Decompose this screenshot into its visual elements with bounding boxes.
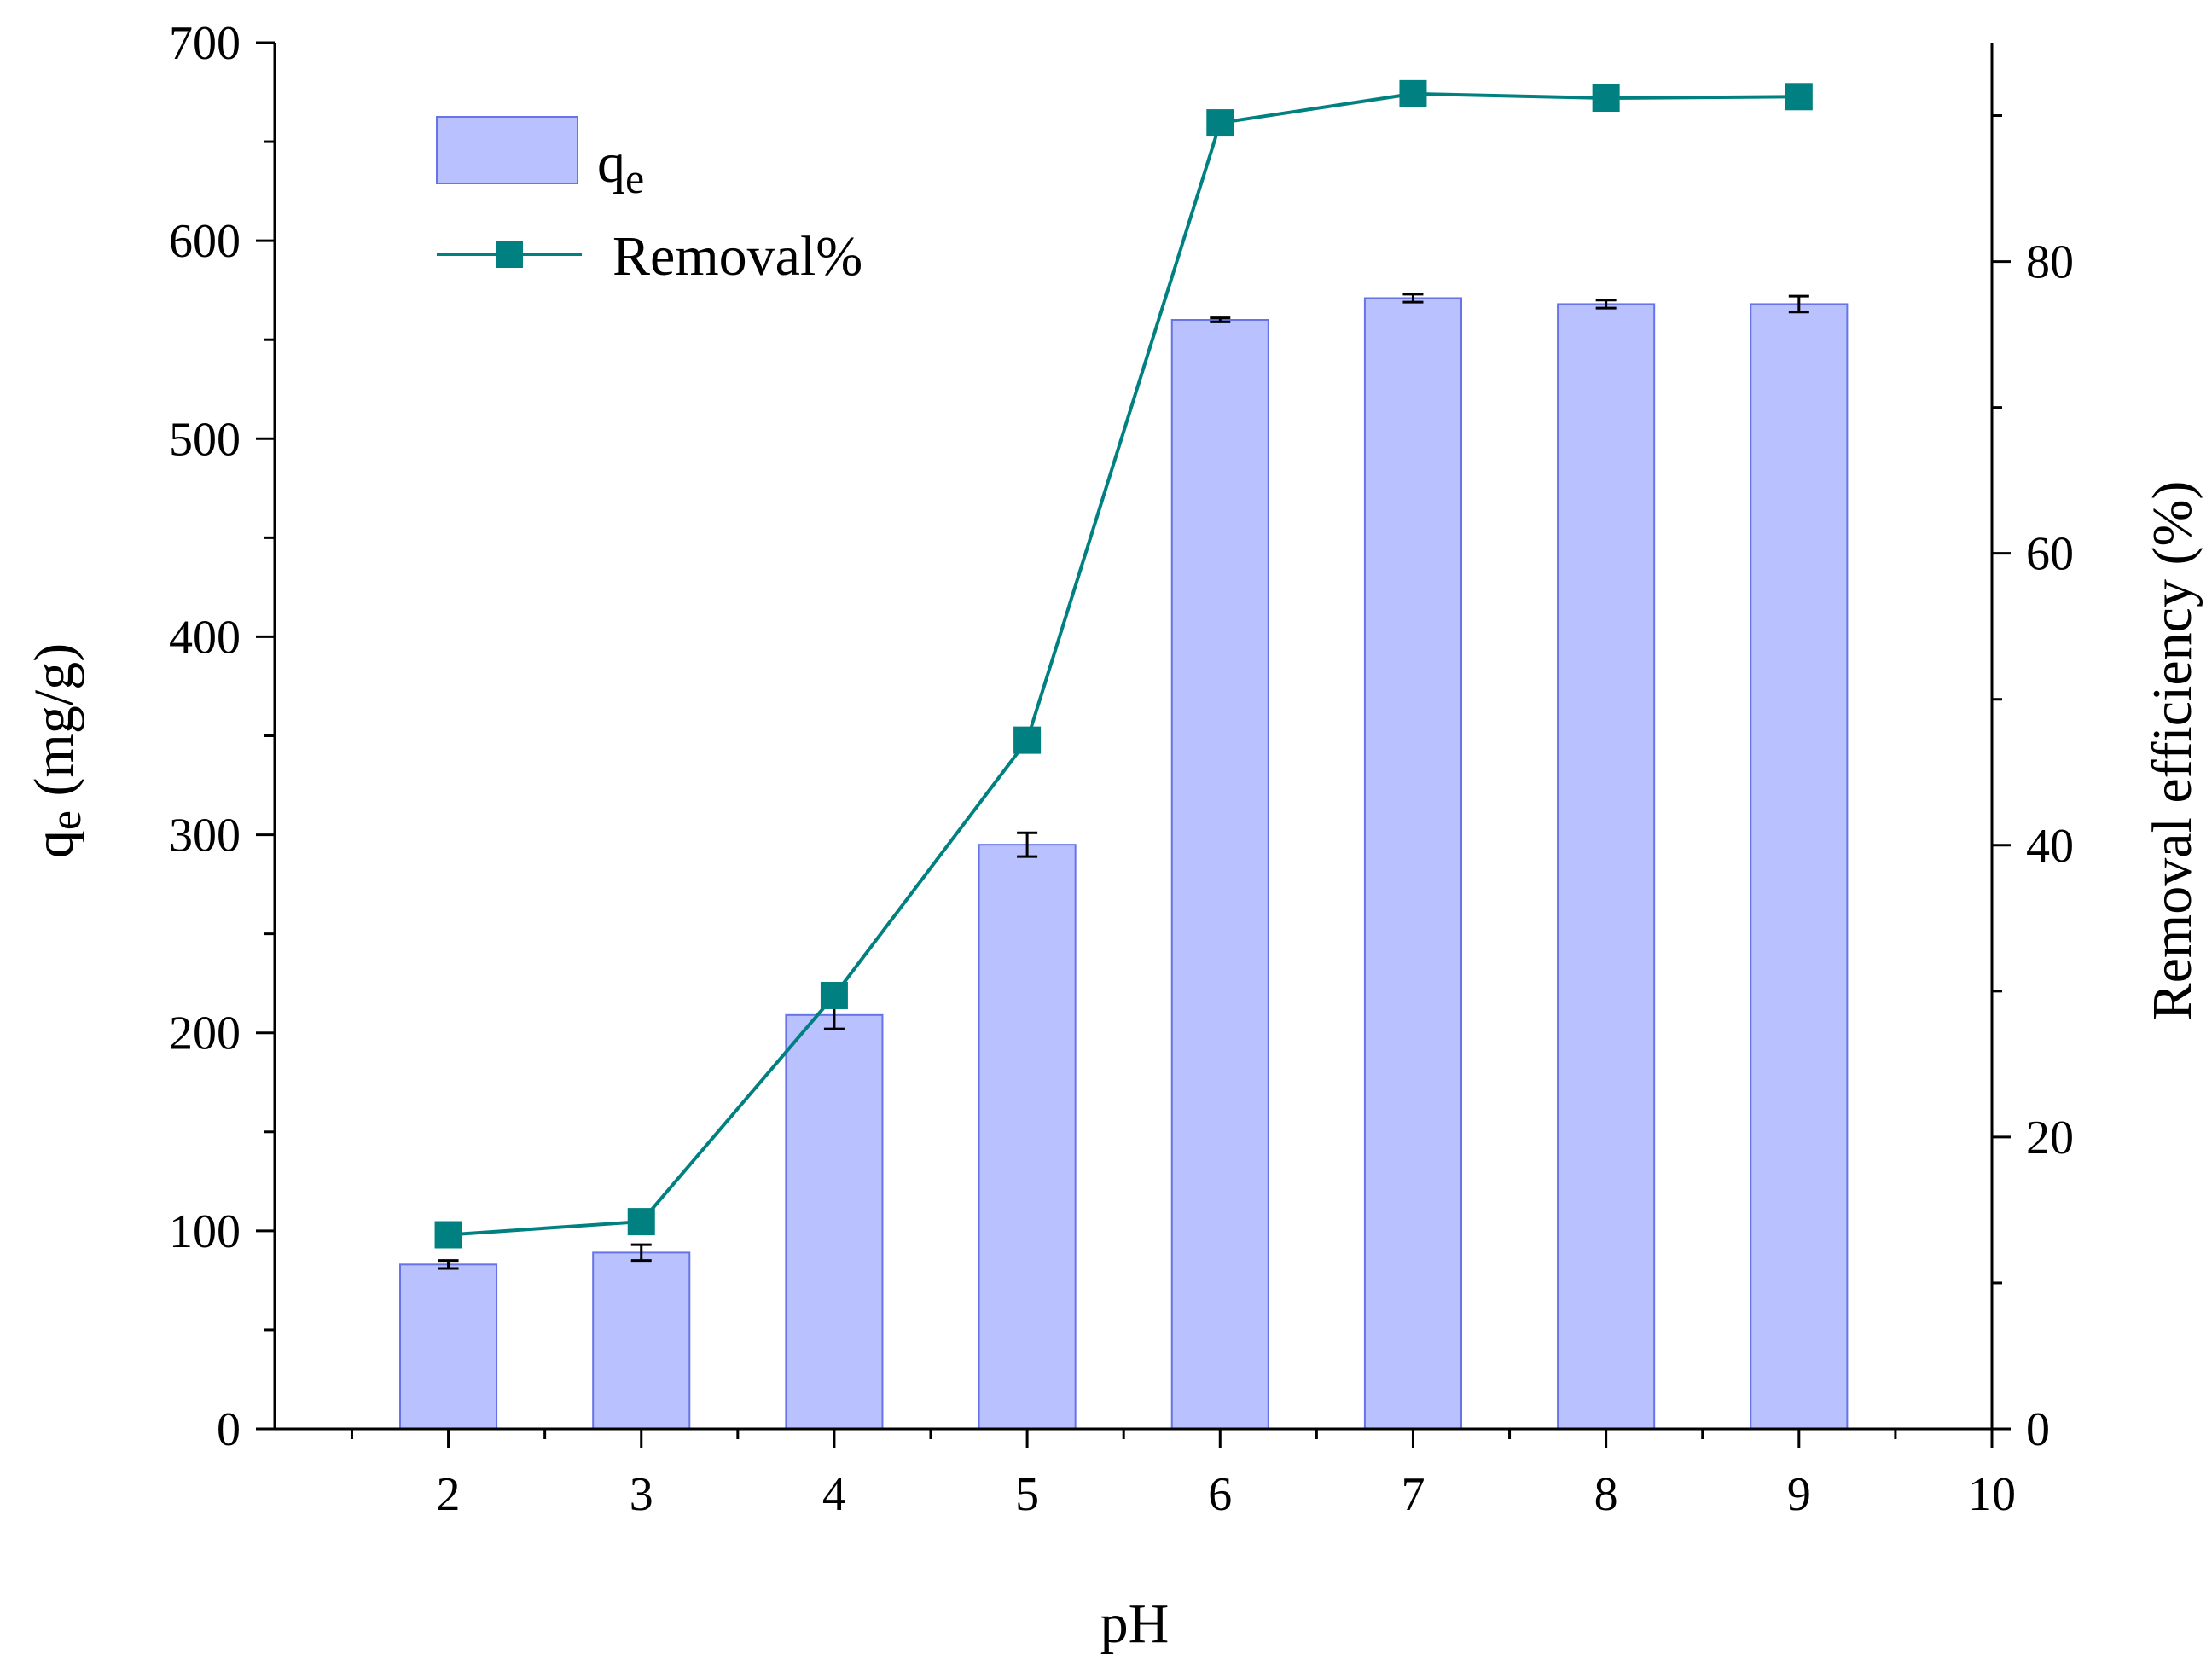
y-right-tick-label-20: 20 [2026,1112,2074,1164]
legend-label-removal: Removal% [613,225,862,287]
y-right-axis-ticks: 0 20 40 60 80 [1992,114,2074,1456]
bar-series-qe [399,297,1849,1431]
y-right-tick-label-60: 60 [2026,528,2074,581]
y-left-tick-label-700: 700 [169,17,241,70]
bar-pH-4 [785,1013,884,1430]
y-right-axis-label: Removal efficiency (%) [2141,481,2203,1021]
y-left-axis-label: qe (mg/g) [23,643,90,858]
x-tick-label-2: 2 [437,1468,461,1521]
bar-pH-5 [978,844,1077,1430]
y-left-label-rest: (mg/g) [23,643,85,810]
bar-pH-7 [1363,297,1463,1431]
y-left-tick-label-500: 500 [169,413,241,466]
removal-point-pH-7 [1399,79,1427,107]
legend-marker-removal [496,241,523,268]
y-right-tick-label-80: 80 [2026,236,2074,289]
x-tick-label-10: 10 [1968,1468,2016,1521]
removal-point-pH-9 [1785,83,1813,111]
removal-point-pH-4 [820,981,848,1009]
y-left-label-sub: e [42,810,90,830]
legend-swatch-qe [436,116,578,184]
error-bars [438,293,1809,1270]
y-left-tick-label-600: 600 [169,215,241,268]
bar-pH-8 [1557,303,1656,1430]
y-left-tick-label-400: 400 [169,611,241,664]
removal-point-pH-2 [434,1221,462,1249]
y-left-tick-label-200: 200 [169,1007,241,1060]
y-right-tick-label-0: 0 [2026,1403,2050,1456]
removal-point-pH-6 [1206,109,1234,137]
bar-pH-6 [1170,319,1269,1430]
x-tick-label-8: 8 [1594,1468,1618,1521]
x-tick-label-3: 3 [630,1468,653,1521]
x-axis-ticks: 2 3 4 5 6 7 8 9 10 [350,1429,2016,1521]
bar-pH-3 [592,1251,691,1430]
x-tick-label-4: 4 [822,1468,846,1521]
x-tick-label-5: 5 [1015,1468,1039,1521]
removal-point-pH-5 [1013,726,1042,754]
legend-label-qe: qe [597,132,644,202]
y-right-tick-label-40: 40 [2026,820,2074,873]
y-left-tick-label-300: 300 [169,810,241,862]
y-left-axis-ticks: 0 100 200 300 400 500 600 700 [169,17,275,1456]
y-left-tick-label-100: 100 [169,1205,241,1258]
bar-pH-2 [399,1263,498,1430]
line-series-removal [434,79,1813,1249]
x-tick-label-7: 7 [1401,1468,1425,1521]
removal-line [448,91,1799,1237]
y-left-label-main: q [23,830,85,858]
bar-pH-9 [1750,303,1849,1430]
removal-point-pH-3 [627,1208,655,1236]
x-tick-label-6: 6 [1208,1468,1232,1521]
plot-frame [273,43,1994,1431]
y-left-tick-label-0: 0 [217,1403,241,1456]
removal-point-pH-8 [1592,84,1620,112]
legend: qe Removal% [436,116,862,287]
x-axis-label: pH [1100,1593,1170,1655]
x-tick-label-9: 9 [1787,1468,1811,1521]
